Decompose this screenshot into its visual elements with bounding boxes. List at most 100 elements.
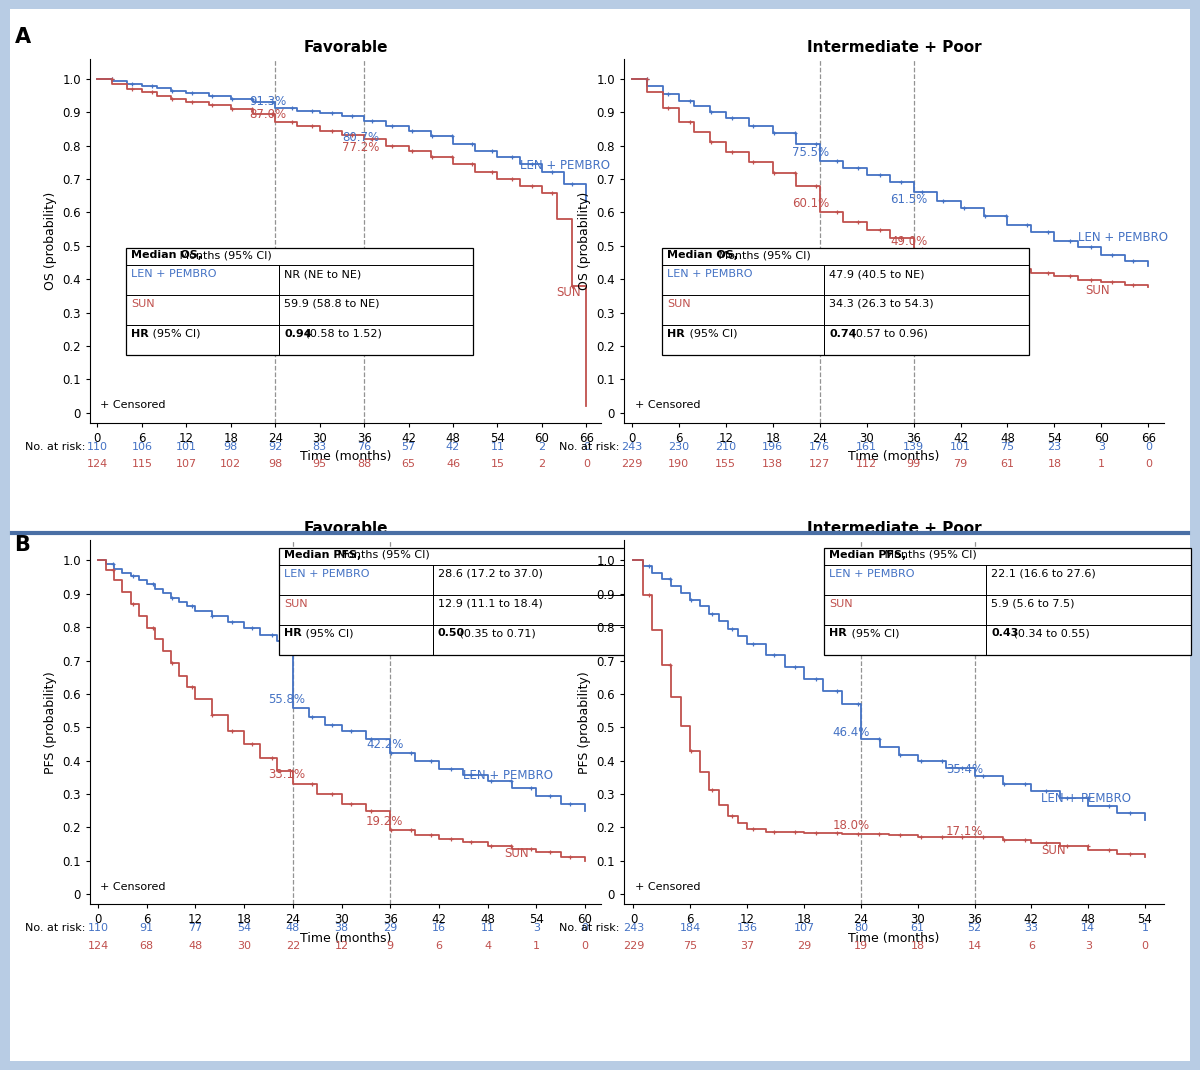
Text: 138: 138 [762, 459, 784, 469]
Text: (0.35 to 0.71): (0.35 to 0.71) [456, 628, 535, 639]
Text: 210: 210 [715, 442, 737, 452]
Text: LEN + PEMBRO: LEN + PEMBRO [1078, 231, 1168, 244]
Text: LEN + PEMBRO: LEN + PEMBRO [131, 270, 216, 279]
Text: 0.50: 0.50 [438, 628, 464, 639]
Text: 61: 61 [1001, 459, 1014, 469]
Text: 6: 6 [436, 941, 443, 950]
Text: 77.2%: 77.2% [342, 140, 379, 154]
Text: 29: 29 [797, 941, 811, 950]
Text: 98: 98 [223, 442, 238, 452]
Bar [662, 248, 1030, 355]
Text: LEN + PEMBRO: LEN + PEMBRO [520, 159, 610, 172]
Text: 83: 83 [313, 442, 326, 452]
Text: 80: 80 [853, 923, 868, 933]
Text: 88: 88 [356, 459, 371, 469]
Text: 52: 52 [967, 923, 982, 933]
Text: (95% CI): (95% CI) [149, 328, 200, 339]
Text: 98: 98 [268, 459, 282, 469]
Text: 65: 65 [402, 459, 415, 469]
Text: + Censored: + Censored [635, 400, 701, 410]
Text: 124: 124 [86, 459, 108, 469]
Text: SUN: SUN [504, 847, 528, 860]
Text: SUN: SUN [1086, 285, 1110, 297]
Title: Favorable: Favorable [304, 521, 388, 536]
Text: 18: 18 [911, 941, 925, 950]
Text: 15: 15 [491, 459, 504, 469]
Text: 34.3 (26.3 to 54.3): 34.3 (26.3 to 54.3) [829, 299, 934, 309]
Title: Intermediate + Poor: Intermediate + Poor [806, 521, 982, 536]
X-axis label: Time (months): Time (months) [848, 450, 940, 463]
Text: 19.2%: 19.2% [366, 814, 403, 828]
Text: 107: 107 [175, 459, 197, 469]
Text: 0.74: 0.74 [829, 328, 857, 339]
Text: 2: 2 [539, 459, 546, 469]
Bar [823, 548, 1190, 655]
Text: Months (95% CI): Months (95% CI) [882, 550, 977, 560]
Text: + Censored: + Censored [101, 882, 166, 891]
Text: 0.43: 0.43 [991, 628, 1019, 639]
Text: LEN + PEMBRO: LEN + PEMBRO [829, 569, 914, 579]
Text: 11: 11 [480, 923, 494, 933]
Text: LEN + PEMBRO: LEN + PEMBRO [1040, 793, 1130, 806]
Text: SUN: SUN [557, 286, 581, 299]
Bar [126, 248, 473, 355]
Text: HR: HR [284, 628, 302, 639]
Text: 30: 30 [238, 941, 251, 950]
Y-axis label: OS (probability): OS (probability) [43, 192, 56, 290]
Text: 115: 115 [131, 459, 152, 469]
Text: 42: 42 [446, 442, 460, 452]
Text: 19: 19 [853, 941, 868, 950]
Text: Median PFS,: Median PFS, [284, 550, 361, 560]
Text: 14: 14 [967, 941, 982, 950]
Text: 33: 33 [1025, 923, 1038, 933]
Text: 60.1%: 60.1% [792, 197, 829, 211]
Text: 68: 68 [139, 941, 154, 950]
Text: (0.34 to 0.55): (0.34 to 0.55) [1010, 628, 1090, 639]
Text: 0.94: 0.94 [284, 328, 312, 339]
Text: 229: 229 [623, 941, 644, 950]
Text: 46.4%: 46.4% [833, 725, 870, 738]
Bar [280, 548, 626, 655]
Text: 3: 3 [533, 923, 540, 933]
Text: HR: HR [829, 628, 847, 639]
Text: 2: 2 [539, 442, 546, 452]
Text: 95: 95 [313, 459, 326, 469]
Text: 91: 91 [139, 923, 154, 933]
Text: 1: 1 [533, 941, 540, 950]
Text: 37: 37 [740, 941, 755, 950]
Text: Median PFS,: Median PFS, [829, 550, 906, 560]
Text: 48: 48 [286, 923, 300, 933]
Text: 176: 176 [809, 442, 830, 452]
Text: 4: 4 [484, 941, 491, 950]
Text: 110: 110 [88, 923, 109, 933]
Text: 0: 0 [582, 941, 588, 950]
Text: SUN: SUN [284, 598, 308, 609]
Text: 18: 18 [1048, 459, 1062, 469]
Text: No. at risk:: No. at risk: [559, 923, 619, 933]
Text: HR: HR [131, 328, 149, 339]
Text: 92: 92 [268, 442, 282, 452]
Text: 17.1%: 17.1% [946, 825, 984, 838]
Text: 139: 139 [904, 442, 924, 452]
Text: 38: 38 [335, 923, 349, 933]
Text: (95% CI): (95% CI) [686, 328, 738, 339]
Text: 28.6 (17.2 to 37.0): 28.6 (17.2 to 37.0) [438, 569, 542, 579]
Text: 87.0%: 87.0% [250, 108, 287, 121]
Text: 230: 230 [668, 442, 689, 452]
Text: 0: 0 [1145, 442, 1152, 452]
Text: 124: 124 [88, 941, 109, 950]
Text: B: B [14, 535, 30, 555]
Text: 102: 102 [221, 459, 241, 469]
Text: 14: 14 [1081, 923, 1096, 933]
Text: Months (95% CI): Months (95% CI) [715, 250, 810, 260]
Text: 35.4%: 35.4% [946, 763, 983, 777]
Text: LEN + PEMBRO: LEN + PEMBRO [284, 569, 370, 579]
Text: 22: 22 [286, 941, 300, 950]
Text: 0: 0 [1145, 459, 1152, 469]
Text: 99: 99 [906, 459, 920, 469]
Text: LEN + PEMBRO: LEN + PEMBRO [463, 769, 553, 782]
Text: Months (95% CI): Months (95% CI) [176, 250, 271, 260]
Text: Median OS,: Median OS, [131, 250, 202, 260]
Text: 161: 161 [856, 442, 877, 452]
Text: 243: 243 [622, 442, 642, 452]
